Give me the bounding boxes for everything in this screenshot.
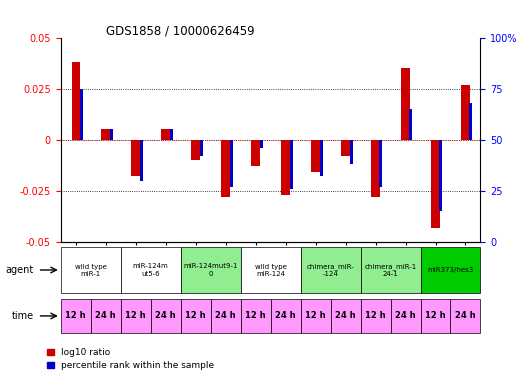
- Bar: [289, 140, 293, 189]
- Bar: [121, 299, 150, 333]
- Bar: [139, 140, 143, 181]
- Bar: [181, 299, 211, 333]
- Bar: [319, 140, 323, 177]
- Bar: [312, 140, 320, 172]
- Bar: [420, 247, 480, 293]
- Bar: [101, 129, 110, 140]
- Bar: [300, 247, 361, 293]
- Text: miR-124m
ut5-6: miR-124m ut5-6: [133, 264, 168, 276]
- Bar: [391, 299, 420, 333]
- Bar: [469, 103, 473, 140]
- Bar: [121, 247, 181, 293]
- Text: wild type
miR-1: wild type miR-1: [75, 264, 107, 276]
- Bar: [150, 299, 181, 333]
- Bar: [380, 140, 382, 187]
- Bar: [169, 129, 173, 140]
- Text: agent: agent: [5, 265, 33, 275]
- Bar: [410, 109, 412, 140]
- Legend: log10 ratio, percentile rank within the sample: log10 ratio, percentile rank within the …: [47, 348, 214, 370]
- Text: time: time: [11, 311, 33, 321]
- Text: 24 h: 24 h: [335, 311, 356, 320]
- Bar: [431, 140, 440, 228]
- Text: 24 h: 24 h: [155, 311, 176, 320]
- Bar: [241, 247, 300, 293]
- Text: 24 h: 24 h: [395, 311, 416, 320]
- Bar: [91, 299, 121, 333]
- Text: 12 h: 12 h: [246, 311, 266, 320]
- Text: GDS1858 / 10000626459: GDS1858 / 10000626459: [106, 24, 254, 38]
- Text: 12 h: 12 h: [425, 311, 446, 320]
- Text: 24 h: 24 h: [96, 311, 116, 320]
- Bar: [331, 299, 361, 333]
- Text: 12 h: 12 h: [365, 311, 386, 320]
- Bar: [439, 140, 442, 211]
- Bar: [350, 140, 353, 164]
- Text: 12 h: 12 h: [305, 311, 326, 320]
- Bar: [401, 68, 410, 140]
- Bar: [461, 84, 470, 140]
- Bar: [251, 140, 260, 166]
- Text: chimera_miR-
-124: chimera_miR- -124: [307, 263, 354, 277]
- Bar: [211, 299, 241, 333]
- Text: 24 h: 24 h: [275, 311, 296, 320]
- Bar: [192, 140, 200, 160]
- Bar: [61, 247, 121, 293]
- Bar: [200, 140, 203, 156]
- Bar: [420, 299, 450, 333]
- Text: 12 h: 12 h: [125, 311, 146, 320]
- Bar: [260, 140, 262, 148]
- Text: wild type
miR-124: wild type miR-124: [254, 264, 287, 276]
- Bar: [361, 299, 391, 333]
- Bar: [131, 140, 140, 177]
- Bar: [71, 62, 80, 140]
- Text: chimera_miR-1
24-1: chimera_miR-1 24-1: [364, 263, 417, 277]
- Bar: [110, 129, 112, 140]
- Bar: [181, 247, 241, 293]
- Bar: [342, 140, 350, 156]
- Bar: [281, 140, 290, 195]
- Text: 12 h: 12 h: [65, 311, 86, 320]
- Bar: [221, 140, 230, 197]
- Text: 24 h: 24 h: [215, 311, 236, 320]
- Bar: [80, 88, 83, 140]
- Bar: [361, 247, 420, 293]
- Bar: [162, 129, 170, 140]
- Bar: [61, 299, 91, 333]
- Text: 24 h: 24 h: [455, 311, 476, 320]
- Text: miR-124mut9-1
0: miR-124mut9-1 0: [183, 264, 238, 276]
- Bar: [230, 140, 232, 187]
- Text: miR373/hes3: miR373/hes3: [427, 267, 474, 273]
- Bar: [241, 299, 271, 333]
- Text: 12 h: 12 h: [185, 311, 206, 320]
- Bar: [271, 299, 300, 333]
- Bar: [450, 299, 480, 333]
- Bar: [300, 299, 331, 333]
- Bar: [371, 140, 380, 197]
